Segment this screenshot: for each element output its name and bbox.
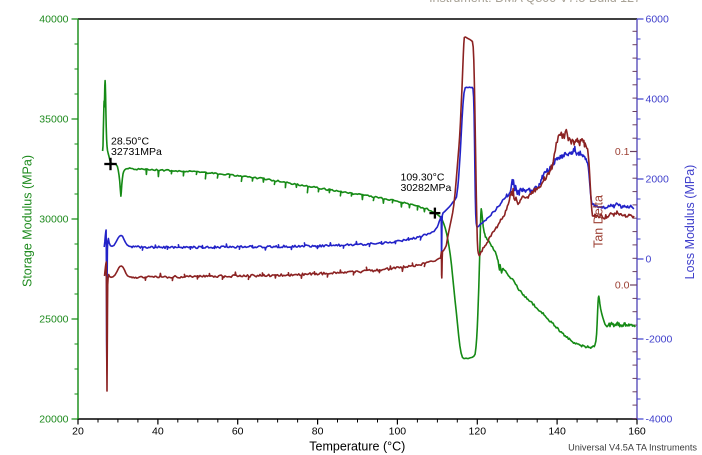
svg-text:80: 80 xyxy=(312,425,324,437)
svg-text:Universal V4.5A TA Instruments: Universal V4.5A TA Instruments xyxy=(568,443,697,453)
svg-text:Loss Modulus (MPa): Loss Modulus (MPa) xyxy=(683,165,697,280)
svg-text:25000: 25000 xyxy=(39,314,68,326)
svg-text:Tan Delta: Tan Delta xyxy=(592,195,606,248)
svg-text:120: 120 xyxy=(469,425,487,437)
svg-text:-2000: -2000 xyxy=(646,334,673,346)
svg-text:20: 20 xyxy=(72,425,84,437)
svg-text:-4000: -4000 xyxy=(646,414,673,426)
svg-text:35000: 35000 xyxy=(39,114,68,126)
svg-text:100: 100 xyxy=(389,425,407,437)
svg-text:4000: 4000 xyxy=(646,94,670,106)
svg-text:40: 40 xyxy=(152,425,164,437)
svg-text:28.50°C: 28.50°C xyxy=(111,135,149,147)
svg-text:40000: 40000 xyxy=(39,14,68,26)
svg-text:140: 140 xyxy=(548,425,566,437)
svg-text:0: 0 xyxy=(646,254,652,266)
svg-text:60: 60 xyxy=(232,425,244,437)
svg-text:2000: 2000 xyxy=(646,174,670,186)
svg-text:Temperature (°C): Temperature (°C) xyxy=(309,440,405,454)
svg-text:30282MPa: 30282MPa xyxy=(401,182,452,194)
svg-text:Instrument: DMA Q800 V7.5 Buil: Instrument: DMA Q800 V7.5 Build 127 xyxy=(429,0,641,5)
svg-text:32731MPa: 32731MPa xyxy=(111,146,162,158)
svg-text:0.1: 0.1 xyxy=(615,146,630,158)
svg-text:109.30°C: 109.30°C xyxy=(401,171,445,183)
svg-text:0.0: 0.0 xyxy=(615,280,630,292)
svg-text:160: 160 xyxy=(628,425,646,437)
svg-text:Storage Modulus (MPa): Storage Modulus (MPa) xyxy=(21,155,35,287)
svg-text:30000: 30000 xyxy=(39,214,68,226)
svg-text:6000: 6000 xyxy=(646,14,670,26)
svg-text:20000: 20000 xyxy=(39,414,68,426)
